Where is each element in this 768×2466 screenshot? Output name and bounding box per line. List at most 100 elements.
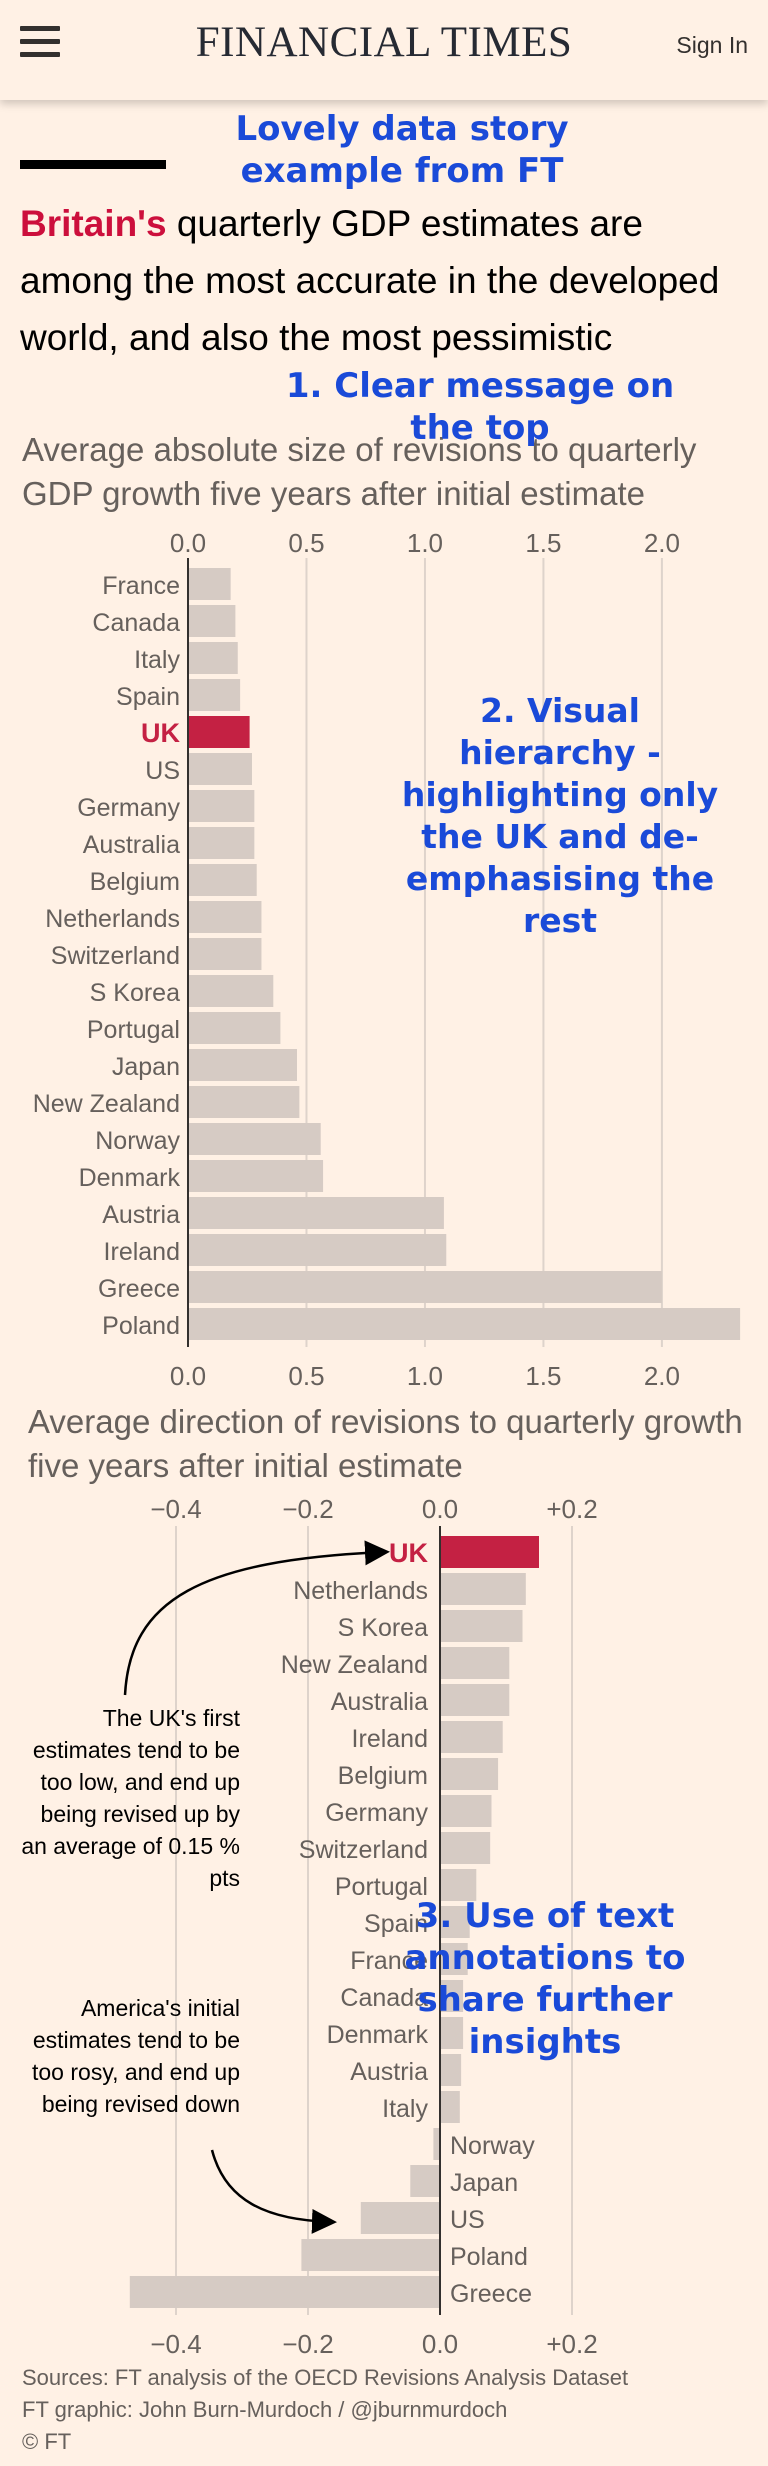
- bar-norway: [188, 1123, 321, 1155]
- bar-switzerland: [440, 1832, 491, 1864]
- revision-size-chart: 0.0 0.0 0.5 0.5 1.0 1.0 1.5 1.5 2.0 2.0 France Cana…: [33, 528, 741, 1390]
- x-tick-label-bottom: −0.2: [282, 2329, 333, 2359]
- category-label: Japan: [112, 1053, 180, 1081]
- category-label: Switzerland: [299, 1836, 428, 1864]
- bar-spain: [440, 1906, 470, 1938]
- x-tick-label-top: 1.0: [407, 528, 443, 558]
- category-label: Netherlands: [293, 1577, 428, 1605]
- category-label: Spain: [116, 683, 180, 711]
- bar-greece: [188, 1271, 662, 1303]
- category-label: US: [450, 2206, 485, 2234]
- category-label: Norway: [450, 2132, 535, 2160]
- category-label: US: [145, 757, 180, 785]
- copyright-line: © FT: [22, 2429, 72, 2454]
- bar-ireland: [440, 1721, 503, 1753]
- bar-italy: [440, 2091, 460, 2123]
- category-label: Germany: [77, 794, 180, 822]
- headline-highlight: Britain's: [20, 203, 167, 244]
- bar-italy: [188, 642, 238, 674]
- x-tick-label-bottom: 2.0: [644, 1361, 680, 1390]
- x-tick-label-bottom: 1.0: [407, 1361, 443, 1390]
- category-label: UK: [389, 1538, 428, 1568]
- bar-ireland: [188, 1234, 447, 1266]
- bar-denmark: [188, 1160, 324, 1192]
- bar-new-zealand: [188, 1086, 300, 1118]
- bar-us: [188, 753, 252, 785]
- category-label: Canada: [340, 1984, 428, 2012]
- category-label: Canada: [92, 609, 180, 637]
- bar-switzerland: [188, 938, 262, 970]
- bar-spain: [188, 679, 241, 711]
- category-label: Greece: [98, 1275, 180, 1303]
- bar-japan: [410, 2165, 440, 2197]
- overlay-message: 1. Clear message on the top: [285, 366, 675, 448]
- chart2-subtitle: Average direction of revisions to quarte…: [28, 1403, 743, 1484]
- bar-uk: [440, 1536, 539, 1568]
- bar-portugal: [188, 1012, 281, 1044]
- category-label: Spain: [364, 1910, 428, 1938]
- bar-canada: [440, 1980, 464, 2012]
- category-label: Austria: [350, 2058, 428, 2086]
- category-label: Poland: [450, 2243, 528, 2271]
- overlay-annotations: 3. Use of text annotations to share furt…: [404, 1896, 686, 2062]
- overlay-intro: Lovely data story example from FT: [235, 109, 569, 191]
- sources-block: Sources: FT analysis of the OECD Revisio…: [22, 2362, 628, 2458]
- bar-austria: [188, 1197, 444, 1229]
- category-label: New Zealand: [281, 1651, 428, 1679]
- x-tick-label-bottom: −0.4: [150, 2329, 201, 2359]
- category-label: Ireland: [104, 1238, 180, 1266]
- bar-netherlands: [440, 1573, 526, 1605]
- category-label: Portugal: [87, 1016, 180, 1044]
- hamburger-menu-icon[interactable]: [20, 26, 60, 62]
- bar-us: [360, 2202, 440, 2234]
- sources-line: Sources: FT analysis of the OECD Revisio…: [22, 2365, 629, 2390]
- category-label: Norway: [95, 1127, 180, 1155]
- x-tick-label-top: 2.0: [644, 528, 680, 558]
- x-tick-label-bottom: 0.0: [170, 1361, 206, 1390]
- site-brand[interactable]: FINANCIAL TIMES: [195, 19, 573, 66]
- x-tick-label-bottom: 0.5: [288, 1361, 324, 1390]
- category-label: S Korea: [90, 979, 180, 1007]
- bar-france: [440, 1943, 468, 1975]
- uk-annotation: The UK's first estimates tend to be too …: [21, 1705, 240, 1891]
- us-annotation: America's initial estimates tend to be t…: [32, 1995, 240, 2117]
- x-tick-label-bottom: 0.0: [422, 2329, 458, 2359]
- category-label: New Zealand: [33, 1090, 180, 1118]
- bar-austria: [440, 2054, 462, 2086]
- bar-norway: [433, 2128, 440, 2160]
- x-tick-label-top: −0.2: [282, 1494, 333, 1524]
- bar-poland: [188, 1308, 741, 1340]
- x-tick-label-top: 1.5: [525, 528, 561, 558]
- category-label: Italy: [134, 646, 180, 674]
- bar-france: [188, 568, 231, 600]
- category-label: Denmark: [327, 2021, 429, 2049]
- overlay-hierarchy: 2. Visual hierarchy - highlighting only …: [401, 691, 719, 940]
- bar-portugal: [440, 1869, 477, 1901]
- x-tick-label-top: −0.4: [150, 1494, 201, 1524]
- x-tick-label-bottom: +0.2: [546, 2329, 597, 2359]
- bar-s-korea: [440, 1610, 523, 1642]
- bar-germany: [188, 790, 255, 822]
- category-label: Australia: [83, 831, 180, 859]
- bar-japan: [188, 1049, 297, 1081]
- us-annotation-arrow: [210, 2149, 337, 2234]
- headline-rest: quarterly GDP estimates are among the mo…: [20, 203, 720, 358]
- bar-netherlands: [188, 901, 262, 933]
- bar-s-korea: [188, 975, 274, 1007]
- category-label: Denmark: [79, 1164, 181, 1192]
- category-label: Belgium: [90, 868, 180, 896]
- uk-annotation-arrow: [123, 1540, 390, 1696]
- x-tick-label-bottom: 1.5: [525, 1361, 561, 1390]
- headline: Britain's quarterly GDP estimates are am…: [20, 195, 740, 366]
- bar-greece: [129, 2276, 441, 2308]
- bar-canada: [188, 605, 236, 637]
- category-label: Ireland: [352, 1725, 428, 1753]
- x-tick-label-top: 0.5: [288, 528, 324, 558]
- category-label: S Korea: [338, 1614, 428, 1642]
- sign-in-link[interactable]: Sign In: [676, 32, 748, 58]
- category-label: Greece: [450, 2280, 532, 2308]
- site-header: FINANCIAL TIMES Sign In: [0, 0, 768, 100]
- chart1-subtitle: Average absolute size of revisions to qu…: [22, 431, 697, 512]
- bar-belgium: [188, 864, 257, 896]
- category-label: Poland: [102, 1312, 180, 1340]
